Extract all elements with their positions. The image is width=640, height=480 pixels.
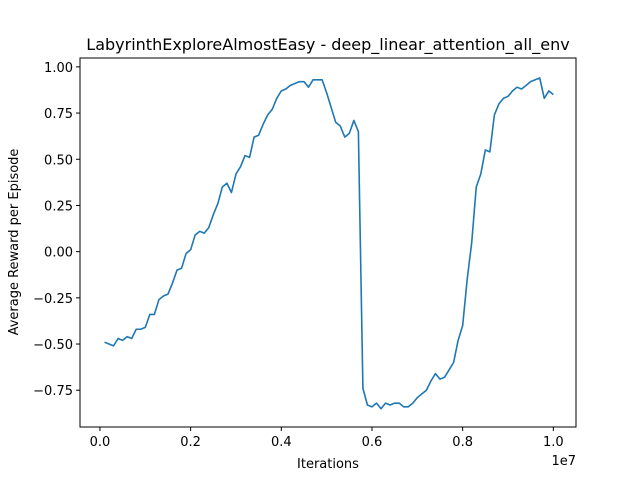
y-tick-label: 1.00 <box>44 61 73 76</box>
y-tick-label: 0.00 <box>44 246 73 261</box>
x-tick-label: 0.0 <box>90 435 111 450</box>
chart-title: LabyrinthExploreAlmostEasy - deep_linear… <box>86 35 569 55</box>
y-axis-label: Average Reward per Episode <box>7 149 22 336</box>
y-tick-label: −0.75 <box>33 384 73 399</box>
y-tick-label: −0.25 <box>33 292 73 307</box>
x-tick-label: 0.2 <box>180 435 201 450</box>
x-tick-label: 0.8 <box>452 435 473 450</box>
y-tick-label: 0.25 <box>44 199 73 214</box>
x-offset-label: 1e7 <box>551 454 576 469</box>
x-tick-label: 1.0 <box>543 435 564 450</box>
y-tick-label: 0.75 <box>44 107 73 122</box>
x-axis-label: Iterations <box>297 457 359 472</box>
x-tick-label: 0.6 <box>362 435 383 450</box>
y-tick-label: −0.50 <box>33 338 73 353</box>
y-tick-label: 0.50 <box>44 153 73 168</box>
data-line <box>104 77 554 410</box>
x-tick-label: 0.4 <box>271 435 292 450</box>
axes-frame <box>79 57 577 428</box>
